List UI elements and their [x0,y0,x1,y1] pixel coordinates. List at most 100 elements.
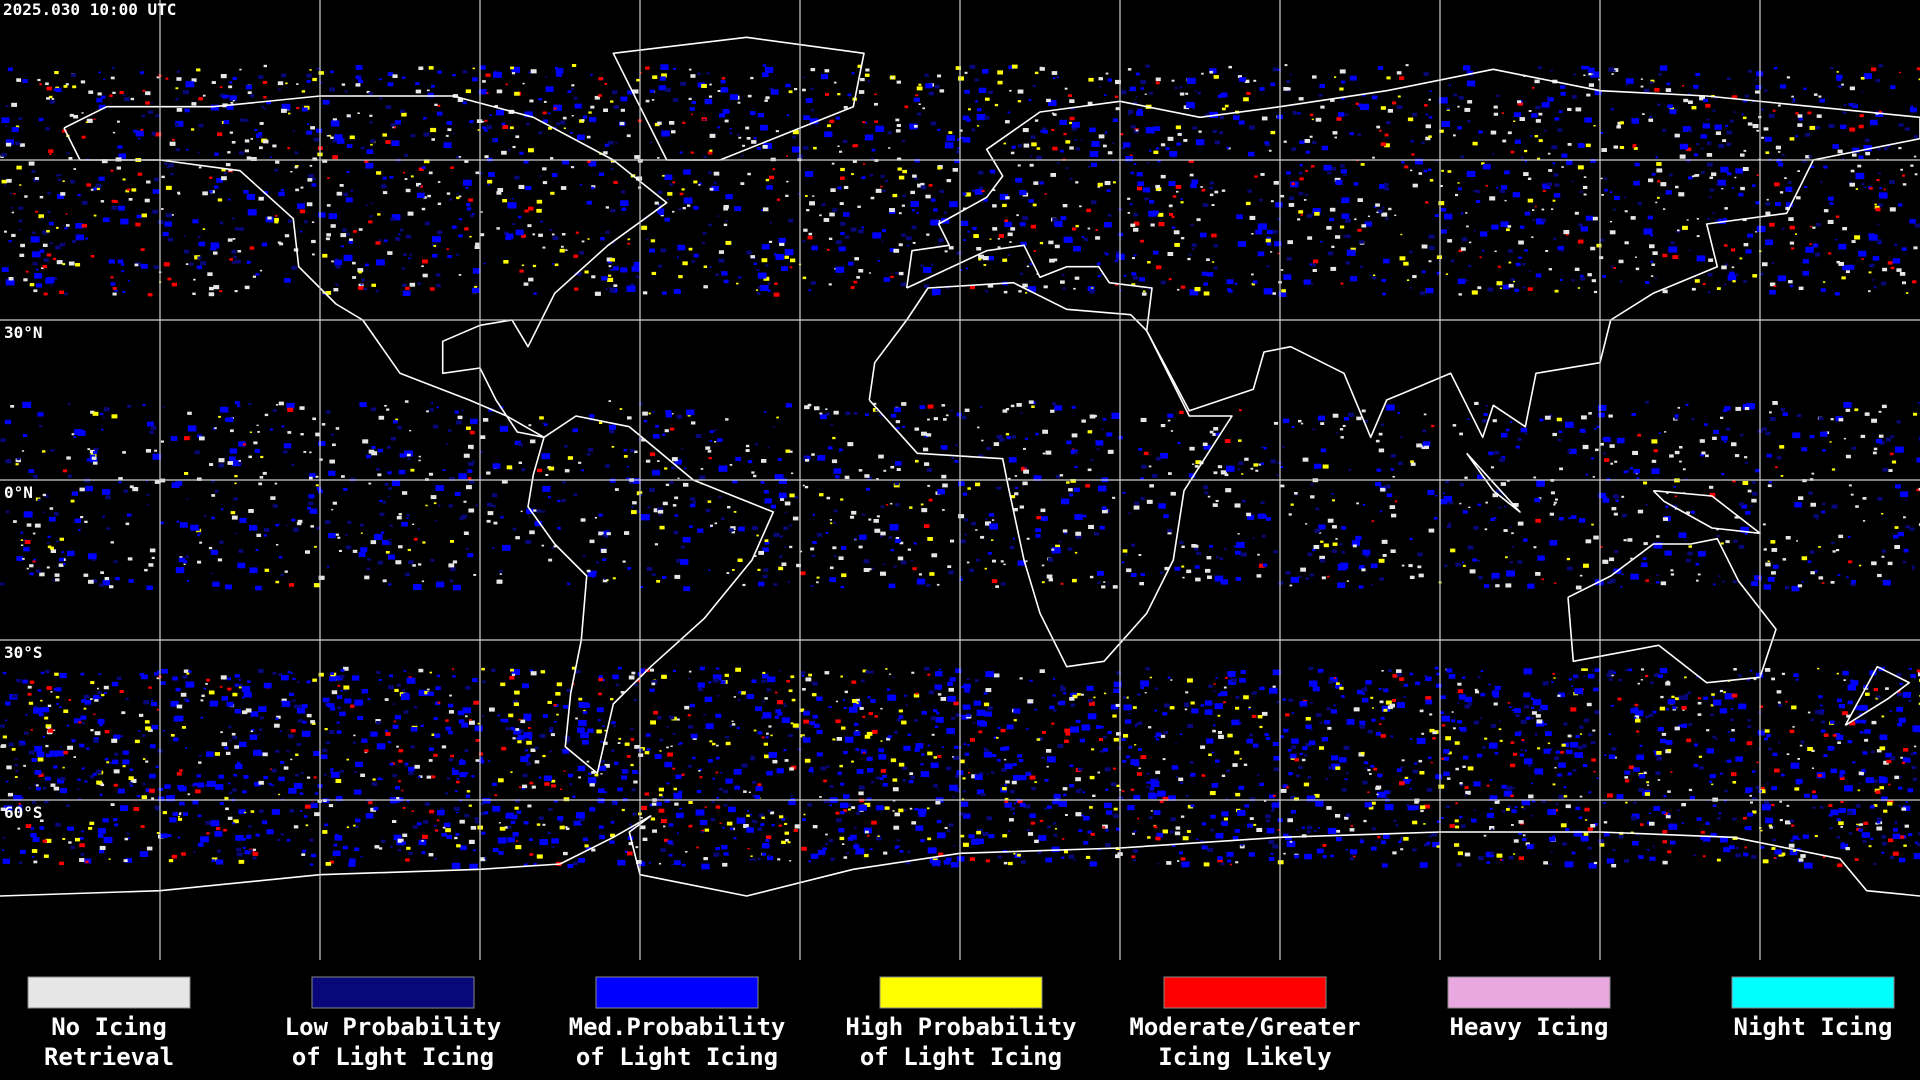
icing-pixel [1251,283,1255,286]
icing-pixel [1460,247,1466,251]
icing-pixel [309,164,313,167]
icing-pixel [1708,291,1711,294]
icing-pixel [1809,225,1812,228]
icing-pixel [1412,112,1418,117]
icing-pixel [1767,560,1770,562]
icing-pixel [1785,820,1791,825]
icing-pixel [1126,568,1132,573]
icing-pixel [1160,424,1166,428]
icing-pixel [1206,556,1212,560]
icing-pixel [337,684,341,687]
icing-pixel [708,95,713,98]
icing-pixel [1140,87,1144,90]
icing-pixel [360,146,365,150]
icing-pixel [197,235,201,238]
icing-pixel [725,418,729,421]
icing-pixel [1596,425,1600,428]
icing-pixel [213,285,220,290]
icing-pixel [1167,413,1174,418]
icing-pixel [976,125,980,127]
icing-pixel [976,789,984,795]
icing-pixel [366,799,372,803]
icing-pixel [1890,85,1896,90]
icing-pixel [1280,466,1284,468]
icing-pixel [0,438,6,442]
icing-pixel [602,534,605,536]
icing-pixel [523,282,529,286]
icing-pixel [1813,93,1818,96]
icing-pixel [693,180,698,184]
icing-pixel [34,177,39,180]
icing-pixel [1136,110,1143,116]
icing-pixel [1009,241,1012,243]
icing-pixel [1700,453,1705,457]
icing-pixel [1457,187,1462,191]
icing-pixel [1329,676,1338,683]
icing-pixel [423,117,427,120]
icing-pixel [435,519,438,522]
icing-pixel [1651,468,1660,474]
icing-pixel [1292,111,1297,115]
icing-pixel [606,532,611,536]
icing-pixel [203,514,207,517]
icing-pixel [453,806,460,811]
icing-pixel [55,540,59,543]
icing-pixel [649,248,655,253]
icing-pixel [1103,94,1107,96]
icing-pixel [437,230,443,235]
icing-pixel [1041,564,1045,567]
icing-pixel [1741,113,1744,115]
icing-pixel [1600,546,1603,548]
icing-pixel [807,235,813,240]
icing-pixel [49,516,56,522]
icing-pixel [232,238,236,240]
icing-pixel [1429,179,1434,182]
icing-pixel [912,174,917,178]
icing-pixel [1016,214,1019,217]
icing-pixel [275,215,278,217]
icing-pixel [360,283,363,286]
icing-pixel [1257,553,1260,556]
icing-pixel [839,202,844,205]
icing-pixel [1188,473,1196,478]
icing-pixel [398,780,401,783]
icing-pixel [378,78,382,81]
icing-pixel [1091,200,1097,205]
icing-pixel [1467,545,1474,550]
icing-pixel [263,64,267,68]
icing-pixel [1494,752,1499,755]
icing-pixel [1771,571,1776,575]
icing-pixel [1650,79,1655,83]
icing-pixel [1025,771,1032,776]
icing-pixel [1450,548,1456,553]
icing-pixel [336,191,343,196]
icing-pixel [18,117,23,120]
icing-pixel [38,117,44,122]
icing-pixel [1582,444,1589,450]
icing-pixel [1670,569,1674,572]
icing-pixel [1507,131,1512,135]
icing-pixel [1612,848,1616,852]
icing-pixel [606,257,613,262]
icing-pixel [1651,439,1658,444]
icing-pixel [211,516,215,520]
icing-pixel [1495,584,1500,588]
icing-pixel [687,714,691,717]
icing-pixel [300,230,303,233]
icing-pixel [1285,835,1292,841]
icing-pixel [249,431,252,433]
icing-pixel [563,797,570,802]
icing-pixel [1763,548,1767,551]
icing-pixel [1138,448,1143,451]
icing-pixel [1811,472,1815,475]
icing-pixel [342,228,347,232]
icing-pixel [927,537,933,541]
icing-pixel [863,827,872,834]
icing-pixel [278,88,281,91]
icing-pixel [1669,109,1677,115]
icing-pixel [764,539,769,542]
icing-pixel [1789,225,1795,230]
icing-pixel [302,107,308,112]
icing-pixel [395,418,399,421]
icing-pixel [300,433,304,436]
